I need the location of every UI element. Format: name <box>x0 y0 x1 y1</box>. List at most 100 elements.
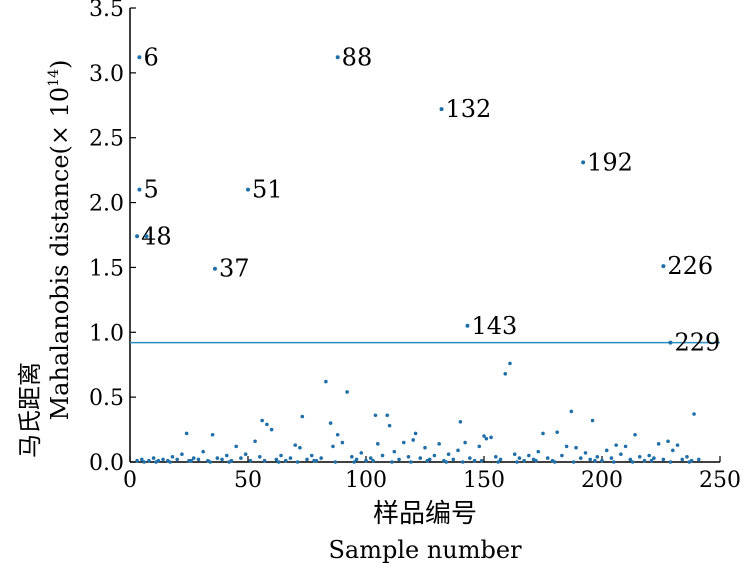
data-point <box>269 427 274 432</box>
data-point <box>685 455 689 459</box>
data-point <box>354 457 359 462</box>
data-point <box>276 460 281 464</box>
data-point <box>472 458 477 463</box>
data-point <box>458 419 463 424</box>
outlier-label: 226 <box>667 252 713 280</box>
x-axis-title-cn: 样品编号 <box>373 499 477 529</box>
y-tick-label: 0.5 <box>89 386 124 411</box>
data-point <box>652 456 656 460</box>
data-point <box>392 449 397 454</box>
y-tick-label: 3.0 <box>89 62 124 87</box>
data-point <box>324 379 328 384</box>
data-point <box>444 460 449 464</box>
y-tick-label: 3.5 <box>89 0 124 22</box>
outlier-point <box>212 266 217 271</box>
data-point <box>463 440 467 445</box>
data-point <box>604 448 609 453</box>
outlier-point <box>137 55 142 60</box>
data-point <box>553 460 557 464</box>
data-point <box>248 458 253 463</box>
data-point <box>588 457 592 462</box>
outlier-label: 5 <box>143 176 158 204</box>
data-point <box>220 457 224 462</box>
data-point <box>333 460 338 464</box>
data-point <box>368 456 373 460</box>
data-point <box>578 456 583 460</box>
data-point <box>387 423 392 428</box>
data-point <box>503 371 508 376</box>
data-point <box>201 449 205 454</box>
data-point <box>647 453 651 458</box>
data-point <box>515 460 519 464</box>
data-point <box>295 460 300 464</box>
data-point <box>279 453 283 458</box>
data-point <box>411 438 416 442</box>
data-point <box>536 449 541 454</box>
data-point <box>569 409 574 414</box>
data-point <box>666 439 670 444</box>
data-point <box>593 458 597 463</box>
y-tick-label: 0.0 <box>89 451 124 476</box>
data-point <box>191 456 196 460</box>
data-point <box>340 440 345 445</box>
data-point <box>671 448 675 453</box>
outlier-label: 37 <box>219 255 250 283</box>
data-point <box>517 456 522 460</box>
data-point <box>390 460 394 464</box>
data-point <box>140 457 144 462</box>
data-point <box>680 457 685 462</box>
data-point <box>208 460 213 464</box>
data-point <box>243 452 248 457</box>
outlier-point <box>661 264 666 269</box>
data-point <box>175 457 179 462</box>
data-point <box>545 456 550 460</box>
data-point <box>446 452 451 457</box>
data-point <box>541 431 545 436</box>
data-point <box>224 453 229 458</box>
data-point <box>508 361 512 366</box>
data-point <box>234 444 238 449</box>
data-point <box>215 456 220 460</box>
outlier-point <box>135 234 140 239</box>
data-point <box>135 458 139 463</box>
data-point <box>437 442 441 446</box>
data-point <box>359 451 364 455</box>
outlier-point <box>335 55 340 60</box>
data-point <box>260 418 264 423</box>
data-point <box>262 458 267 463</box>
y-tick-label: 2.0 <box>89 192 124 217</box>
data-point <box>595 455 600 459</box>
data-point <box>170 455 175 459</box>
data-point <box>331 444 335 449</box>
data-point <box>482 434 486 438</box>
x-tick-label: 250 <box>699 468 741 493</box>
data-point <box>210 432 215 437</box>
data-point <box>298 445 302 450</box>
data-point <box>409 460 413 464</box>
data-point <box>612 460 616 464</box>
data-point <box>687 460 692 464</box>
data-point <box>583 451 588 455</box>
data-point <box>189 458 194 463</box>
data-point <box>397 457 401 462</box>
data-point <box>522 458 526 463</box>
data-point <box>196 457 201 462</box>
data-point <box>668 460 673 464</box>
data-point <box>527 453 531 458</box>
data-point <box>496 460 500 464</box>
data-point <box>154 460 158 464</box>
axes-layer <box>129 8 720 463</box>
outlier-label: 51 <box>252 176 283 204</box>
outlier-label: 192 <box>587 148 633 176</box>
data-point <box>623 444 628 449</box>
data-point <box>479 458 484 463</box>
data-point <box>661 457 666 462</box>
data-point <box>628 457 633 462</box>
data-point <box>560 453 564 458</box>
outlier-label: 88 <box>342 43 373 71</box>
data-point <box>498 457 503 462</box>
data-point <box>477 444 482 449</box>
data-point <box>350 455 354 459</box>
data-point <box>534 458 538 463</box>
